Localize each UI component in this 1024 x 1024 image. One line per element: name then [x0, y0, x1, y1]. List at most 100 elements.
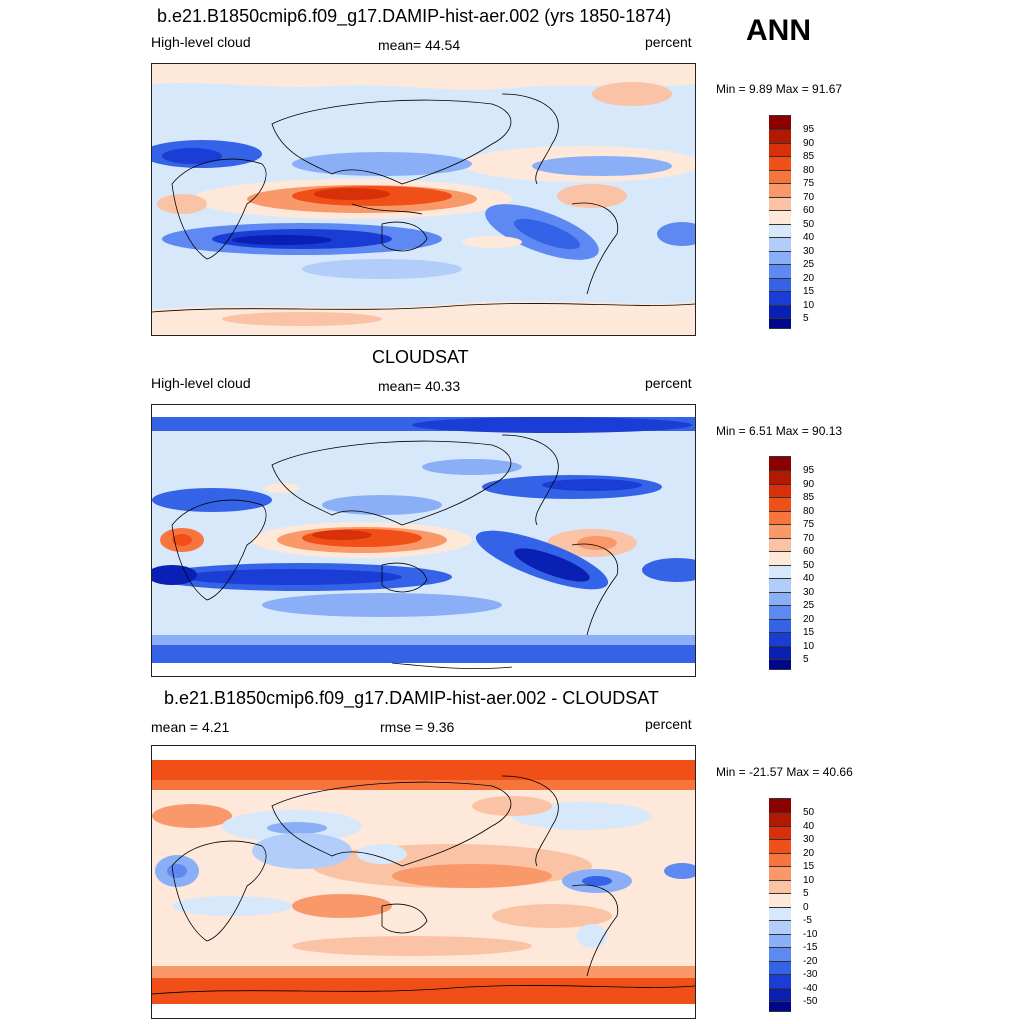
- colorbar-swatch: [769, 565, 791, 578]
- colorbar-tick: 30: [803, 587, 815, 598]
- colorbar-swatch: [769, 798, 791, 812]
- colorbar-tick: 25: [803, 259, 815, 270]
- colorbar-tick: 95: [803, 465, 815, 476]
- colorbar-tick: 5: [803, 888, 809, 899]
- colorbar-tick: 10: [803, 875, 815, 886]
- colorbar-swatch: [769, 156, 791, 170]
- colorbar-tick: 20: [803, 848, 815, 859]
- colorbar-swatch: [769, 619, 791, 632]
- panel-2-variable-label: High-level cloud: [151, 375, 251, 391]
- colorbar-swatch: [769, 318, 791, 329]
- colorbar-tick: 70: [803, 533, 815, 544]
- colorbar-tick: 60: [803, 546, 815, 557]
- colorbar-tick: 10: [803, 300, 815, 311]
- colorbar-tick: 90: [803, 479, 815, 490]
- panel-2-title: CLOUDSAT: [372, 347, 469, 367]
- colorbar-tick: 10: [803, 641, 815, 652]
- panel-3-map: [151, 745, 696, 1019]
- colorbar-swatch: [769, 170, 791, 183]
- colorbar-swatch: [769, 305, 791, 318]
- panel-1-minmax: Min = 9.89 Max = 91.67: [716, 82, 843, 96]
- colorbar-swatch: [769, 224, 791, 237]
- colorbar-tick: 50: [803, 807, 815, 818]
- panel-3-title: b.e21.B1850cmip6.f09_g17.DAMIP-hist-aer.…: [164, 688, 659, 708]
- colorbar-swatch: [769, 115, 791, 129]
- panel-1-colorbar: 95 90 85 80 75 70 60 50 40 30 25 20 15 1…: [769, 115, 849, 329]
- colorbar-tick: 90: [803, 138, 815, 149]
- colorbar-tick: 50: [803, 219, 815, 230]
- panel-3-mean-label: mean = 4.21: [151, 719, 230, 735]
- colorbar-tick: -30: [803, 969, 818, 980]
- colorbar-swatch: [769, 183, 791, 197]
- season-label: ANN: [746, 14, 811, 47]
- colorbar-swatch: [769, 812, 791, 826]
- colorbar-tick: 60: [803, 205, 815, 216]
- colorbar-swatch: [769, 988, 791, 1001]
- panel-3-units-label: percent: [645, 716, 692, 732]
- colorbar-tick: 20: [803, 273, 815, 284]
- colorbar-tick: -5: [803, 915, 812, 926]
- panel-3-rmse-label: rmse = 9.36: [380, 719, 455, 735]
- panel-3-minmax: Min = -21.57 Max = 40.66: [716, 765, 853, 779]
- colorbar-swatch: [769, 251, 791, 264]
- colorbar-tick: 20: [803, 614, 815, 625]
- colorbar-tick: -10: [803, 929, 818, 940]
- colorbar-swatch: [769, 197, 791, 210]
- colorbar-tick: 70: [803, 192, 815, 203]
- colorbar-swatch: [769, 551, 791, 565]
- colorbar-swatch: [769, 129, 791, 143]
- colorbar-tick: 15: [803, 861, 815, 872]
- colorbar-tick: 85: [803, 151, 815, 162]
- colorbar-swatch: [769, 934, 791, 947]
- colorbar-swatch: [769, 1001, 791, 1012]
- colorbar-tick: -50: [803, 996, 818, 1007]
- colorbar-swatch: [769, 893, 791, 907]
- colorbar-swatch: [769, 470, 791, 484]
- colorbar-swatch: [769, 237, 791, 251]
- colorbar-swatch: [769, 497, 791, 511]
- colorbar-swatch: [769, 646, 791, 659]
- colorbar-swatch: [769, 578, 791, 592]
- panel-1-mean-label: mean= 44.54: [378, 37, 461, 53]
- colorbar-swatch: [769, 592, 791, 605]
- colorbar-swatch: [769, 907, 791, 920]
- colorbar-tick: 95: [803, 124, 815, 135]
- colorbar-swatch: [769, 866, 791, 880]
- colorbar-tick: 5: [803, 313, 809, 324]
- colorbar-swatch: [769, 920, 791, 934]
- colorbar-swatch: [769, 826, 791, 839]
- colorbar-swatch: [769, 456, 791, 470]
- colorbar-swatch: [769, 880, 791, 893]
- colorbar-swatch: [769, 291, 791, 305]
- colorbar-swatch: [769, 605, 791, 619]
- colorbar-tick: 40: [803, 573, 815, 584]
- colorbar-swatch: [769, 839, 791, 853]
- colorbar-swatch: [769, 511, 791, 524]
- colorbar-swatch: [769, 143, 791, 156]
- colorbar-swatch: [769, 538, 791, 551]
- colorbar-swatch: [769, 947, 791, 961]
- panel-2-mean-label: mean= 40.33: [378, 378, 461, 394]
- panel-2-map: [151, 404, 696, 677]
- colorbar-swatch: [769, 278, 791, 291]
- colorbar-tick: -20: [803, 956, 818, 967]
- colorbar-tick: 0: [803, 902, 809, 913]
- panel-1-variable-label: High-level cloud: [151, 34, 251, 50]
- panel-3-colorbar: 50 40 30 20 15 10 5 0 -5 -10 -15 -20 -30…: [769, 798, 849, 1012]
- colorbar-tick: 40: [803, 232, 815, 243]
- colorbar-swatch: [769, 632, 791, 646]
- colorbar-tick: 25: [803, 600, 815, 611]
- panel-2-minmax: Min = 6.51 Max = 90.13: [716, 424, 843, 438]
- panel-1-map: [151, 63, 696, 336]
- colorbar-swatch: [769, 210, 791, 224]
- colorbar-swatch: [769, 853, 791, 866]
- colorbar-tick: 80: [803, 506, 815, 517]
- colorbar-tick: 85: [803, 492, 815, 503]
- colorbar-tick: 50: [803, 560, 815, 571]
- colorbar-tick: 75: [803, 178, 815, 189]
- colorbar-swatch: [769, 659, 791, 670]
- colorbar-swatch: [769, 484, 791, 497]
- panel-1-title: b.e21.B1850cmip6.f09_g17.DAMIP-hist-aer.…: [157, 6, 672, 26]
- colorbar-tick: -15: [803, 942, 818, 953]
- colorbar-tick: 30: [803, 834, 815, 845]
